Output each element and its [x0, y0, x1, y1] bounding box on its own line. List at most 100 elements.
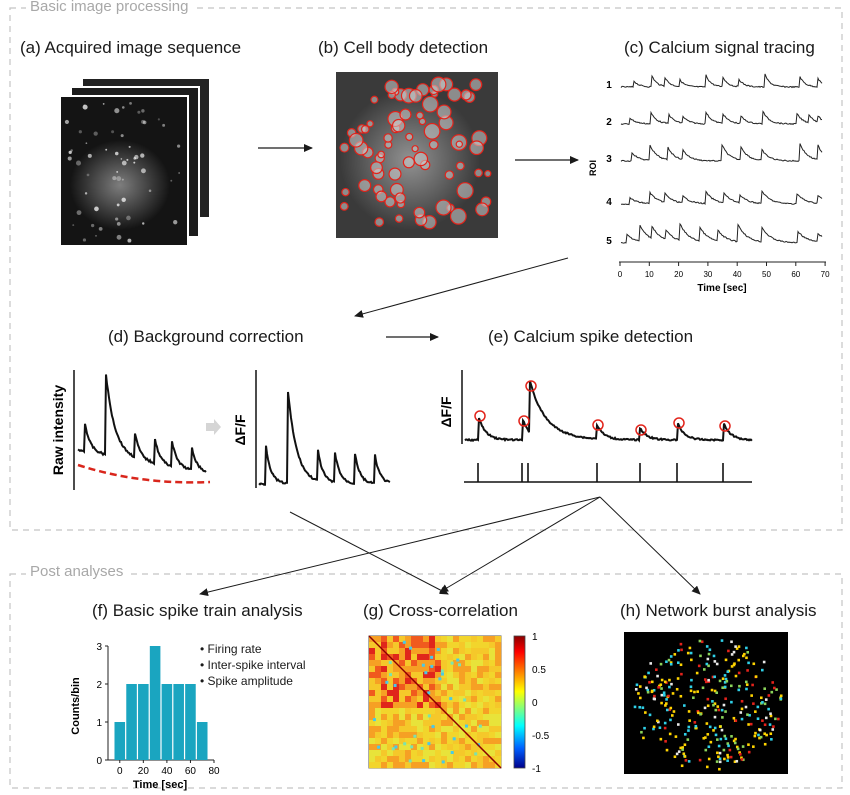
matrix-cell — [453, 678, 460, 685]
matrix-cell — [429, 726, 436, 733]
matrix-cell — [465, 666, 472, 673]
matrix-cell — [435, 648, 442, 655]
matrix-cell — [495, 720, 502, 727]
matrix-cell — [459, 756, 466, 763]
matrix-cell — [375, 660, 382, 667]
matrix-cell — [435, 660, 442, 667]
detected-cell — [449, 207, 467, 225]
matrix-cell — [423, 672, 430, 679]
neuron-dot — [665, 708, 669, 712]
matrix-cell — [375, 720, 382, 727]
matrix-cell — [465, 690, 472, 697]
matrix-cell — [459, 684, 466, 691]
matrix-cell — [471, 678, 478, 685]
matrix-cell-low — [413, 734, 417, 738]
matrix-cell — [483, 684, 490, 691]
matrix-cell — [369, 744, 376, 751]
neuron-dot — [694, 724, 698, 728]
matrix-cell — [495, 732, 502, 739]
matrix-cell — [459, 732, 466, 739]
neuron-dot — [769, 714, 773, 718]
matrix-cell — [399, 750, 406, 757]
colorbar-tick-label: -0.5 — [532, 731, 550, 742]
neuron-dot — [680, 764, 684, 768]
matrix-cell — [471, 726, 478, 733]
matrix-cell — [369, 654, 376, 661]
spike-y-label: ΔF/F — [438, 396, 454, 428]
neuron-dot — [757, 733, 760, 737]
neuron-dot — [663, 726, 667, 730]
matrix-cell — [411, 654, 418, 661]
matrix-cell — [495, 642, 502, 649]
cell-dot — [142, 222, 145, 225]
matrix-cell — [381, 696, 388, 703]
spike-markers — [474, 380, 731, 436]
matrix-cell — [405, 756, 412, 763]
matrix-cell — [477, 702, 484, 709]
post-analyses-frame — [9, 573, 843, 789]
matrix-cell — [489, 648, 496, 655]
matrix-cell — [411, 744, 418, 751]
neuron-dot — [660, 701, 663, 705]
matrix-cell — [495, 726, 502, 733]
arrow-d-to-g — [289, 511, 449, 595]
neuron-dot — [746, 651, 750, 654]
matrix-cell — [441, 702, 448, 709]
neuron-dot — [633, 705, 637, 709]
matrix-cell — [483, 756, 490, 763]
detected-cell — [360, 124, 370, 134]
neuron-dot — [740, 699, 744, 703]
cell-dot — [133, 161, 136, 164]
matrix-cell — [369, 666, 376, 673]
matrix-cell — [423, 660, 430, 667]
neuron-dot — [706, 704, 710, 708]
neuron-dot — [734, 719, 738, 722]
matrix-cell — [459, 702, 466, 709]
cell-dot — [121, 106, 125, 109]
matrix-cell — [429, 678, 436, 685]
matrix-cell — [483, 666, 490, 673]
neuron-dot — [737, 645, 741, 648]
neuron-dot — [725, 679, 729, 683]
matrix-cell — [381, 708, 388, 715]
cell-dot — [121, 197, 126, 203]
matrix-cell-low — [403, 742, 407, 746]
matrix-cell — [459, 690, 466, 697]
panel-e-title: (e) Calcium spike detection — [488, 327, 694, 346]
neuron-dot — [730, 653, 734, 656]
cell-dot — [114, 108, 120, 114]
matrix-cell — [411, 738, 418, 745]
neuron-dot — [738, 751, 741, 754]
matrix-cell — [411, 672, 418, 679]
matrix-cell — [423, 762, 430, 769]
matrix-cell — [429, 762, 436, 769]
cell-dot — [141, 109, 145, 113]
matrix-diagonal — [368, 635, 502, 769]
matrix-cell — [471, 702, 478, 709]
matrix-cell — [429, 720, 436, 727]
neuron-dot — [687, 710, 691, 713]
histogram-bar — [173, 684, 184, 760]
matrix-cell — [375, 666, 382, 673]
matrix-cell — [477, 738, 484, 745]
neuron-dot — [688, 719, 691, 722]
neuron-dot — [744, 680, 748, 684]
neuron-dot — [679, 694, 683, 698]
matrix-cell — [429, 738, 436, 745]
matrix-cell — [429, 660, 436, 667]
matrix-cell — [441, 678, 448, 685]
matrix-cell — [495, 750, 502, 757]
cell-dot — [178, 172, 181, 174]
matrix-cell — [435, 720, 442, 727]
matrix-cell — [441, 744, 448, 751]
matrix-cell — [447, 762, 454, 769]
matrix-cell — [459, 714, 466, 721]
matrix-cell — [447, 708, 454, 715]
neuron-dot — [728, 748, 732, 752]
arrow-e-to-g — [439, 496, 601, 593]
matrix-cell — [441, 714, 448, 721]
neuron-dot — [770, 738, 773, 741]
spike-raster — [477, 463, 724, 482]
neuron-dot — [730, 700, 733, 704]
neuron-dot — [735, 745, 739, 749]
